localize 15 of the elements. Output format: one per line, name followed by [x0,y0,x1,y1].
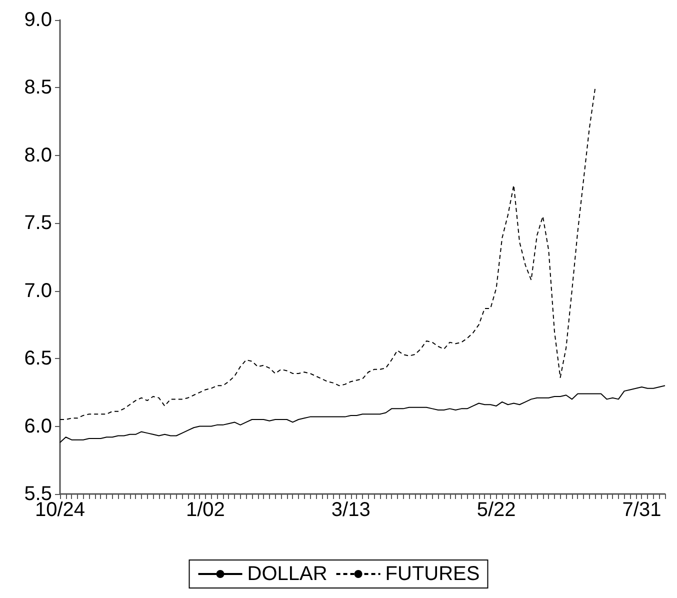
legend-label: FUTURES [385,563,480,585]
y-tick-label: 8.5 [24,76,52,99]
line-series [60,87,596,420]
y-tick-label: 8.0 [24,144,52,166]
x-tick-label: 1/02 [186,499,225,521]
x-tick-label: 5/22 [476,499,516,521]
y-tick-label: 7.5 [24,212,52,234]
y-tick-label: 9.0 [24,9,52,31]
line-series [60,385,666,444]
legend-label: DOLLAR [247,563,328,585]
x-tick-label: 7/31 [622,499,662,521]
y-tick-label: 6.0 [24,415,52,438]
x-tick-label: 3/13 [331,499,370,521]
y-tick-label: 7.0 [24,280,52,302]
y-tick-label: 6.5 [24,348,52,370]
